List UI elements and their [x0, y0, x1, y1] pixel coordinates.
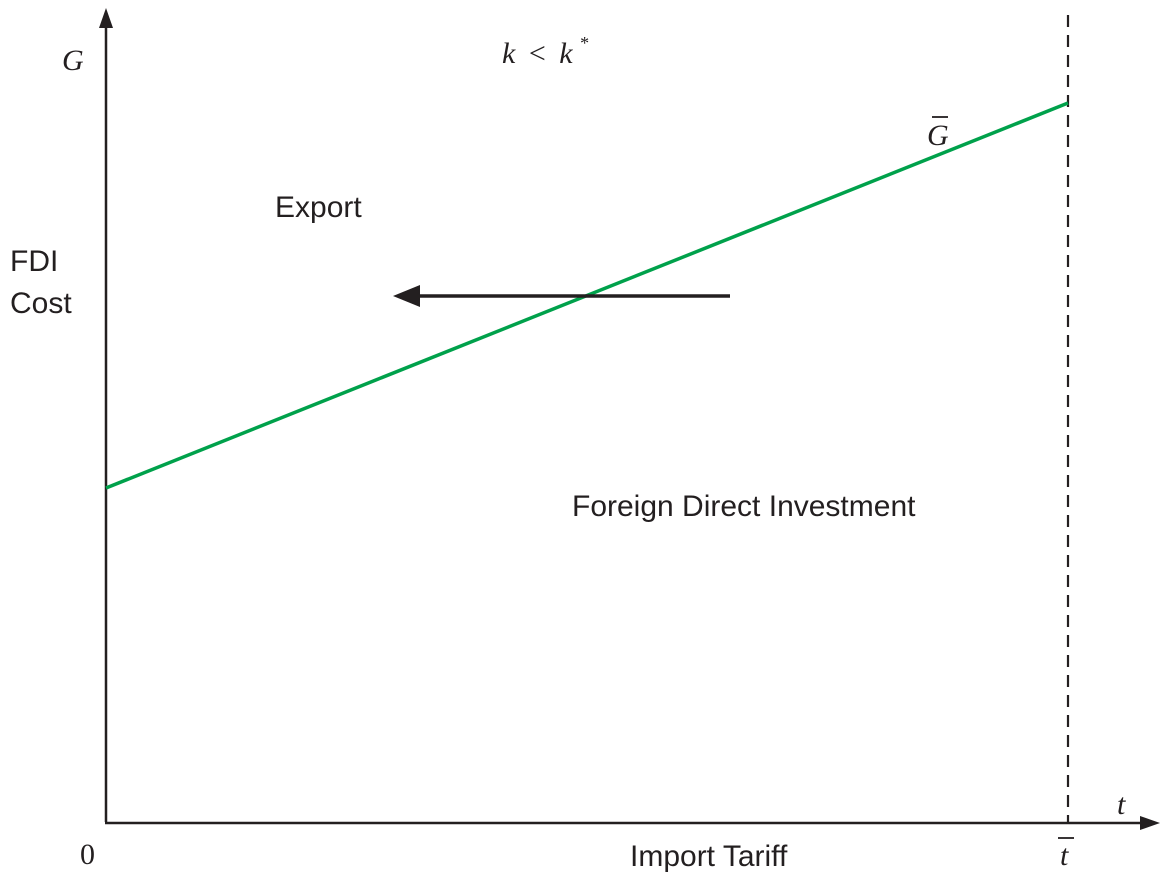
direction-arrow-head	[393, 285, 420, 307]
svg-text:G: G	[927, 119, 949, 152]
origin-label: 0	[80, 838, 95, 871]
export-region-label: Export	[275, 191, 362, 224]
g-bar-label: G	[927, 116, 949, 152]
x-axis-label: Import Tariff	[630, 840, 788, 873]
t-bar-label: t	[1058, 837, 1074, 872]
condition-label: k < k *	[502, 33, 589, 70]
x-axis-symbol: t	[1117, 788, 1126, 821]
fdi-region-label: Foreign Direct Investment	[572, 490, 916, 523]
svg-text:t: t	[1060, 839, 1069, 872]
x-axis-arrowhead	[1140, 816, 1160, 830]
y-axis-symbol: G	[62, 44, 84, 77]
y-axis-label-line1: FDI	[10, 245, 58, 278]
y-axis-label-line2: Cost	[10, 287, 72, 320]
y-axis-arrowhead	[99, 8, 113, 28]
